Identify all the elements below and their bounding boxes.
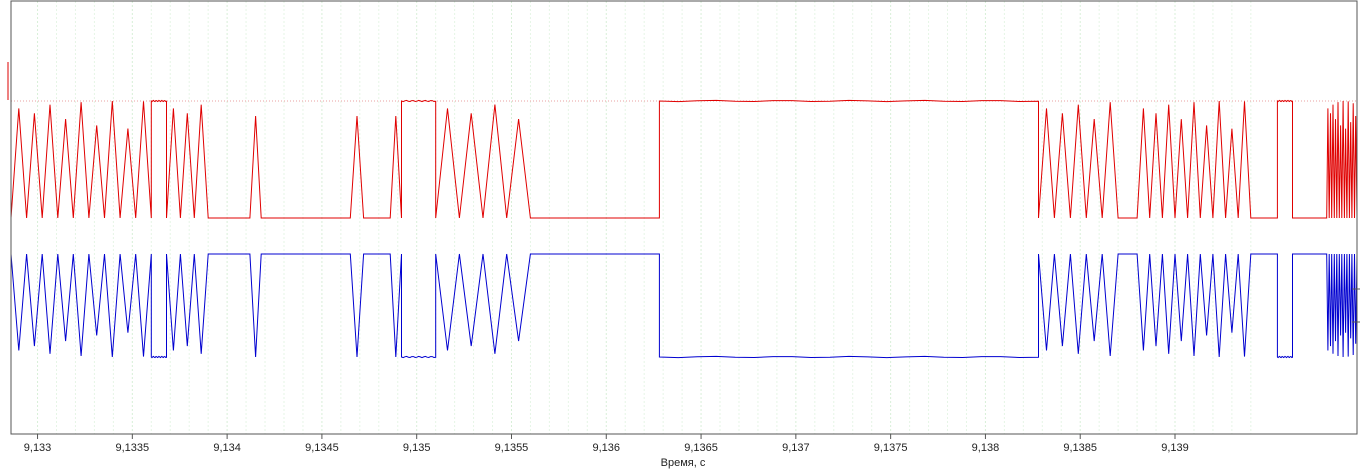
plot-frame <box>10 0 1358 435</box>
series-2-trace <box>10 253 1358 359</box>
x-tick-label: 9,139 <box>1161 442 1189 454</box>
x-tick-label: 9,133 <box>24 442 52 454</box>
x-tick-label: 9,134 <box>213 442 241 454</box>
series-1-trace <box>10 99 1358 219</box>
x-tick-label: 9,1355 <box>495 442 529 454</box>
x-tick-label: 9,1385 <box>1063 442 1097 454</box>
x-tick-label: 9,1365 <box>684 442 718 454</box>
grid <box>37 1 1252 434</box>
x-tick-label: 9,1345 <box>305 442 339 454</box>
x-tick-label: 9,1335 <box>116 442 150 454</box>
series-2-line <box>10 253 1358 359</box>
x-axis-title: Время, с <box>661 457 706 469</box>
x-tick-label: 9,136 <box>593 442 621 454</box>
x-axis: 9,133 9,1335 9,134 9,1345 9,135 9,1355 9,136 9,… <box>24 434 1189 454</box>
x-tick-label: 9,1375 <box>874 442 908 454</box>
x-tick-label: 9,137 <box>782 442 810 454</box>
x-tick-label: 9,138 <box>972 442 1000 454</box>
x-tick-label: 9,135 <box>403 442 431 454</box>
series-1-line <box>10 99 1358 219</box>
